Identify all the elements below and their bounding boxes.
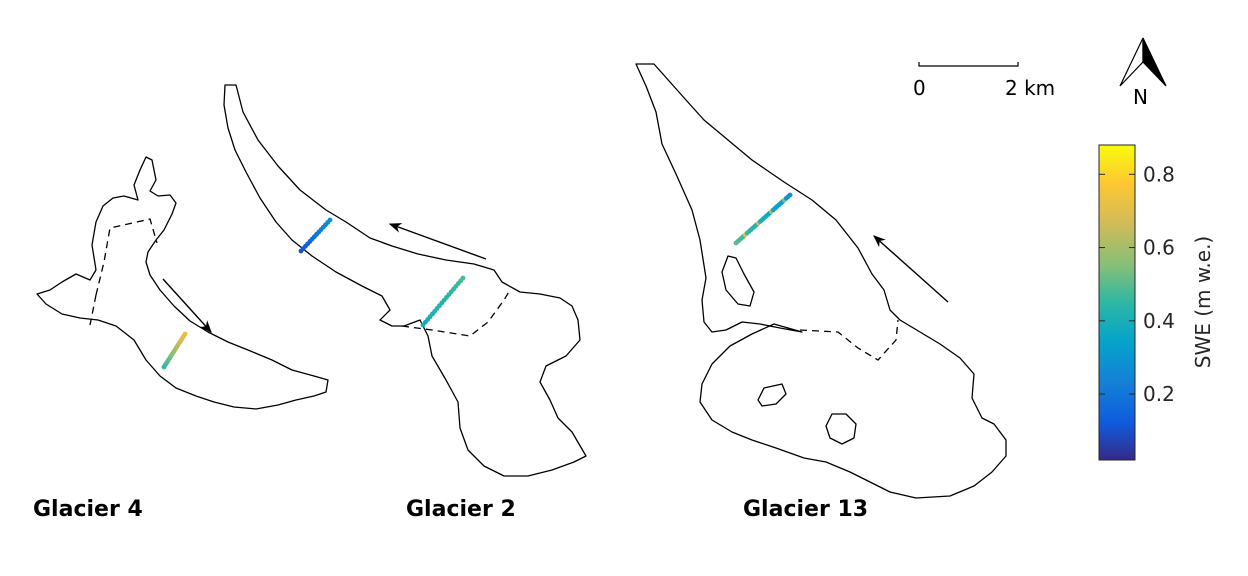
colorbar-ticks: 0.2 0.4 0.6 0.8 bbox=[1099, 162, 1175, 406]
glacier-4-label: Glacier 4 bbox=[33, 497, 143, 522]
glacier-13-outline bbox=[635, 63, 1007, 499]
scale-bar-end-label: 2 km bbox=[1005, 76, 1055, 100]
glacier-13-label: Glacier 13 bbox=[743, 497, 868, 522]
glacier-2-label: Glacier 2 bbox=[406, 497, 516, 522]
glacier-4-outline bbox=[36, 156, 329, 410]
swe-point bbox=[460, 275, 466, 281]
north-arrow-icon: N bbox=[1119, 37, 1167, 109]
glacier-2-outline bbox=[223, 84, 587, 477]
colorbar-tick-label: 0.2 bbox=[1143, 382, 1175, 406]
swe-transects bbox=[161, 192, 793, 370]
colorbar-label: SWE (m w.e.) bbox=[1191, 236, 1215, 368]
colorbar-tick-label: 0.8 bbox=[1143, 162, 1175, 186]
swe-point bbox=[327, 217, 333, 223]
flow-arrow-glacier-4 bbox=[162, 278, 212, 333]
colorbar: 0.2 0.4 0.6 0.8 SWE (m w.e.) bbox=[1098, 144, 1215, 461]
north-arrow-label: N bbox=[1133, 85, 1148, 109]
swe-point bbox=[787, 192, 793, 198]
colorbar-gradient bbox=[1098, 144, 1136, 461]
flow-arrow-glacier-2 bbox=[388, 223, 487, 260]
colorbar-tick-label: 0.4 bbox=[1143, 309, 1175, 333]
flow-arrow-glacier-13 bbox=[873, 235, 949, 303]
swe-point bbox=[182, 331, 188, 337]
colorbar-tick-label: 0.6 bbox=[1143, 236, 1175, 260]
scale-bar: 0 2 km bbox=[913, 62, 1055, 100]
scale-bar-start-label: 0 bbox=[913, 76, 926, 100]
